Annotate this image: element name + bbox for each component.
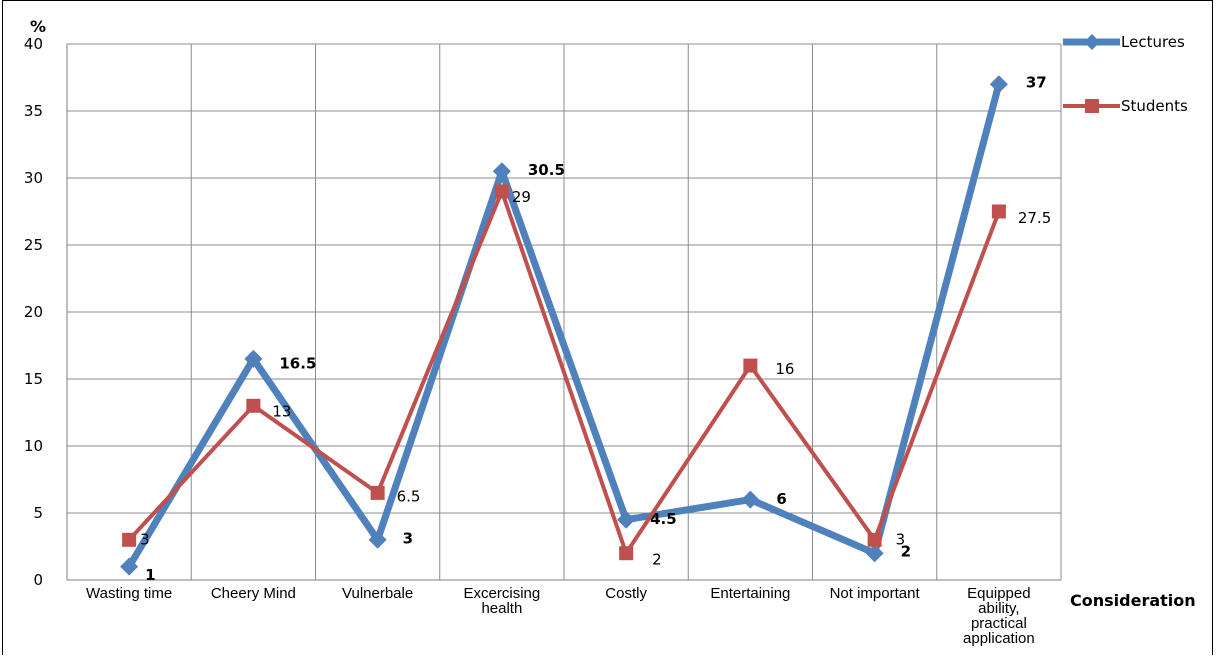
- data-label-students: 13: [272, 402, 291, 420]
- y-tick-label: 30: [24, 169, 43, 187]
- x-tick-label: Excercising health: [464, 585, 541, 617]
- series-line-students: [127, 189, 1001, 556]
- data-label-lectures: 30.5: [528, 161, 565, 179]
- data-point-students: [619, 546, 634, 561]
- data-point-students: [370, 485, 385, 500]
- y-tick-label: 25: [24, 236, 43, 254]
- data-label-lectures: 6: [776, 490, 786, 508]
- data-point-students: [246, 398, 261, 413]
- data-point-students: [867, 532, 882, 547]
- y-tick-label: 5: [33, 504, 43, 522]
- data-label-students: 16: [775, 360, 794, 378]
- data-label-students: 2: [652, 551, 662, 569]
- data-label-students: 3: [896, 530, 906, 548]
- data-label-students: 6.5: [397, 487, 421, 505]
- y-tick-label: 40: [24, 35, 43, 53]
- x-tick-label: Equipped ability, practical application: [963, 585, 1035, 647]
- data-point-students: [494, 184, 509, 199]
- data-point-lectures: [865, 544, 884, 563]
- legend-marker-students: [1085, 99, 1099, 113]
- data-label-students: 3: [140, 530, 150, 548]
- data-point-lectures: [617, 510, 636, 529]
- y-tick-label: 10: [24, 437, 43, 455]
- data-point-lectures: [244, 349, 263, 368]
- x-tick-label: Wasting time: [86, 585, 172, 602]
- x-tick-label: Costly: [605, 585, 647, 602]
- y-tick-label: 20: [24, 303, 43, 321]
- x-axis-title: Consideration: [1070, 591, 1196, 610]
- y-tick-label: 0: [33, 571, 43, 589]
- y-tick-label: 35: [24, 102, 43, 120]
- data-point-lectures: [368, 530, 387, 549]
- legend-marker-lectures: [1084, 34, 1100, 50]
- data-point-students: [122, 532, 137, 547]
- y-axis-title: %: [30, 17, 46, 36]
- data-label-lectures: 1: [145, 566, 155, 584]
- data-point-lectures: [741, 490, 760, 509]
- x-tick-label: Not important: [830, 585, 921, 602]
- data-point-lectures: [989, 75, 1008, 94]
- data-label-lectures: 2: [901, 543, 911, 561]
- x-tick-label: Cheery Mind: [211, 585, 296, 602]
- data-label-lectures: 4.5: [650, 510, 677, 528]
- data-point-lectures: [492, 162, 511, 181]
- data-label-lectures: 16.5: [279, 354, 316, 372]
- legend-label-lectures: Lectures: [1121, 33, 1185, 51]
- y-tick-label: 15: [24, 370, 43, 388]
- data-label-students: 29: [512, 188, 531, 206]
- series-line-lectures: [125, 80, 1003, 571]
- data-label-lectures: 37: [1026, 74, 1047, 92]
- data-label-students: 27.5: [1018, 209, 1051, 227]
- data-label-lectures: 3: [403, 529, 413, 547]
- legend-label-students: Students: [1121, 97, 1188, 115]
- data-point-students: [743, 358, 758, 373]
- x-tick-label: Entertaining: [710, 585, 790, 602]
- data-point-students: [991, 204, 1006, 219]
- x-tick-label: Vulnerbale: [342, 585, 413, 602]
- data-point-lectures: [120, 557, 139, 576]
